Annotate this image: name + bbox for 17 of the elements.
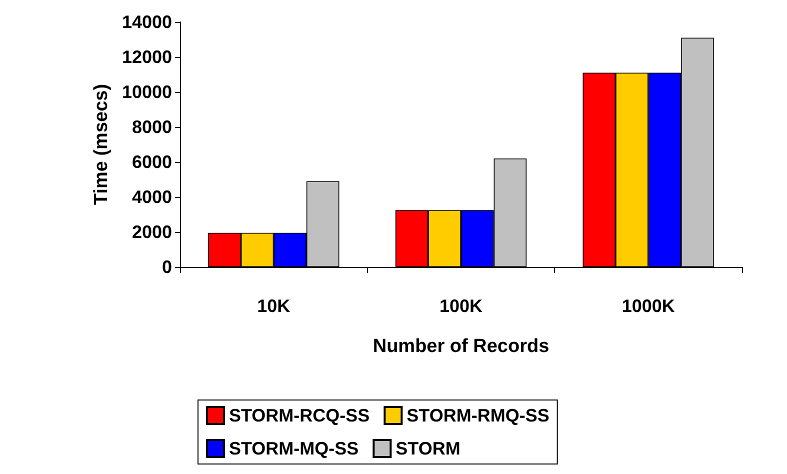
y-tick-label: 12000 — [122, 47, 172, 67]
x-tick-label: 100K — [439, 296, 483, 316]
y-tick-label: 10000 — [122, 82, 172, 102]
legend-label: STORM-RMQ-SS — [406, 406, 550, 426]
legend-label: STORM-MQ-SS — [229, 438, 359, 458]
x-tick-label: 1000K — [622, 296, 675, 316]
y-tick-label: 4000 — [132, 187, 172, 207]
y-axis-title: Time (msecs) — [91, 84, 112, 206]
legend-label: STORM — [396, 438, 460, 458]
y-tick-label: 0 — [162, 257, 172, 277]
x-tick-label: 10K — [257, 296, 290, 316]
y-tick-label: 14000 — [122, 12, 172, 32]
legend-label: STORM-RCQ-SS — [229, 406, 370, 426]
y-tick-label: 6000 — [132, 152, 172, 172]
y-tick-label: 2000 — [132, 222, 172, 242]
x-axis-title: Number of Records — [372, 336, 550, 357]
y-tick-label: 8000 — [132, 117, 172, 137]
